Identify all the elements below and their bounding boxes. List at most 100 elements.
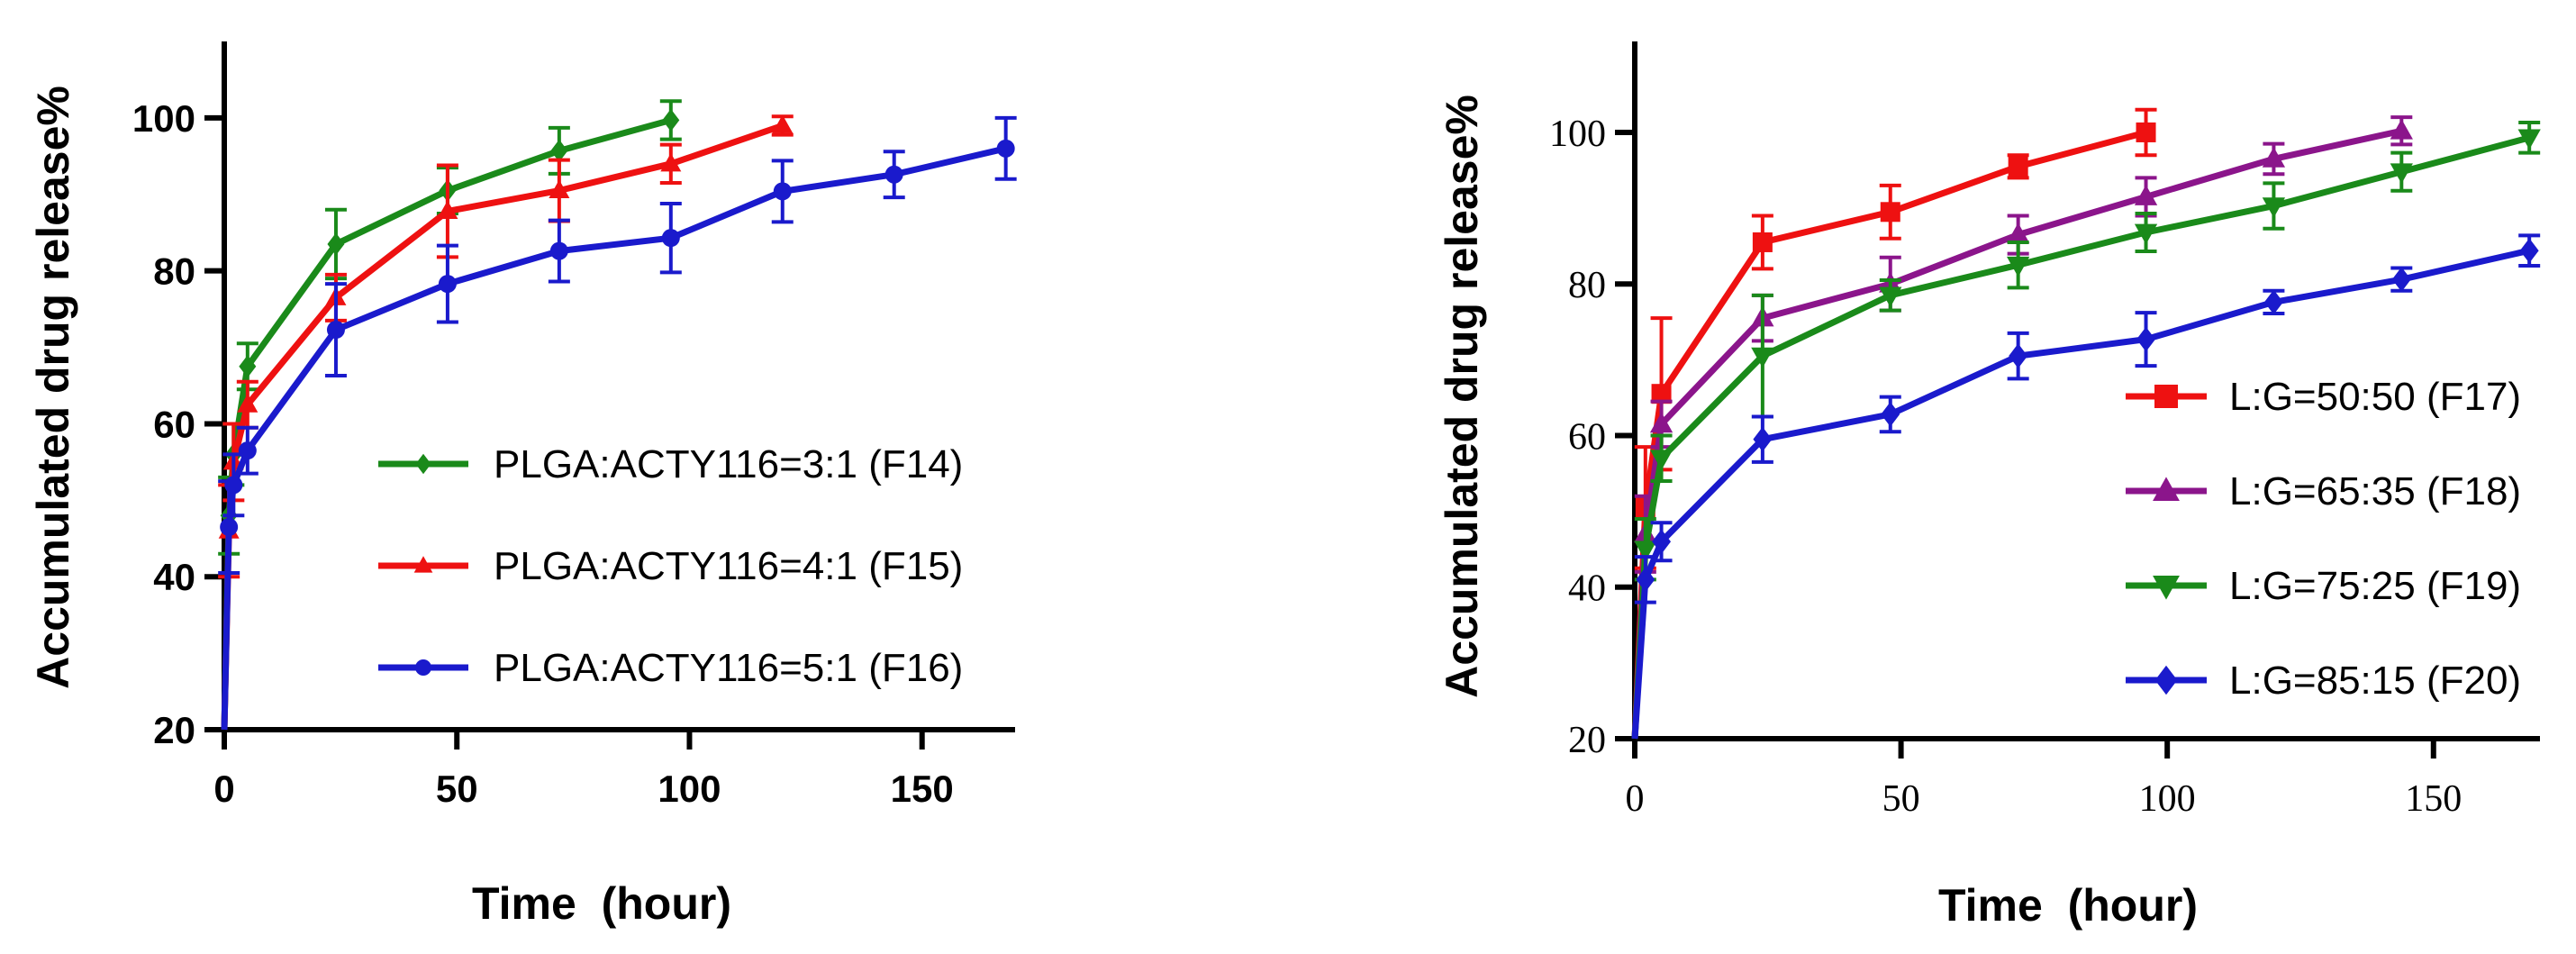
data-point <box>2390 163 2413 184</box>
left-chart-y-tick-label: 100 <box>132 97 195 140</box>
right-chart-x-tick-label: 50 <box>1882 778 1920 820</box>
series-line <box>1631 247 2530 740</box>
legend-label: PLGA:ACTY116=5:1 (F16) <box>494 646 963 690</box>
right-chart-x-tick-label: 0 <box>1626 778 1645 820</box>
data-point <box>550 139 568 162</box>
right-chart-series-4 <box>1631 233 2541 740</box>
left-chart-y-axis-title: Accumulated drug release% <box>28 86 78 689</box>
data-point <box>996 139 1015 158</box>
right-chart-y-tick-label: 40 <box>1568 568 1606 610</box>
data-point <box>772 114 794 133</box>
left-chart-y-tick-label: 80 <box>153 250 195 293</box>
data-point <box>2134 223 2158 245</box>
data-point <box>326 321 345 340</box>
data-point <box>549 241 568 260</box>
data-point <box>2008 156 2028 177</box>
right-chart-series-2 <box>1631 115 2413 740</box>
data-point <box>224 476 243 495</box>
data-point <box>437 200 458 219</box>
data-point <box>2136 326 2155 352</box>
data-point <box>2134 185 2158 205</box>
left-chart-y-tick-label: 40 <box>153 556 195 598</box>
legend-label: L:G=85:15 (F20) <box>2229 659 2521 703</box>
legend-label: L:G=50:50 (F17) <box>2229 375 2521 419</box>
left-chart-x-tick-label: 150 <box>891 768 954 810</box>
series-line <box>221 145 1007 731</box>
data-point <box>2391 267 2411 292</box>
data-point <box>1753 426 1773 452</box>
data-point <box>2517 129 2541 150</box>
legend-item: PLGA:ACTY116=3:1 (F14) <box>378 442 963 486</box>
legend-marker <box>2153 477 2180 502</box>
legend-marker <box>413 556 433 573</box>
data-point <box>1880 202 1900 223</box>
data-point <box>438 275 457 294</box>
legend-label: L:G=65:35 (F18) <box>2229 469 2521 513</box>
legend-item: L:G=75:25 (F19) <box>2126 564 2521 608</box>
right-chart-y-tick-label: 60 <box>1568 416 1606 458</box>
data-point <box>1879 286 1902 308</box>
data-point <box>2262 147 2286 168</box>
data-point <box>2006 223 2030 243</box>
data-point <box>238 441 257 460</box>
right-chart-x-tick-label: 150 <box>2405 778 2462 820</box>
series-line <box>221 123 784 731</box>
legend-marker <box>2154 385 2178 408</box>
data-point <box>1636 567 1655 593</box>
left-chart-legend: PLGA:ACTY116=3:1 (F14) PLGA:ACTY116=4:1 (… <box>378 442 963 690</box>
data-point <box>661 229 680 248</box>
data-point <box>2262 197 2286 218</box>
right-chart-x-axis-title: Time (hour) <box>1938 880 2198 931</box>
right-chart-legend: L:G=50:50 (F17) L:G=65:35 (F18) L:G=75:25 … <box>2126 375 2521 703</box>
legend-label: L:G=75:25 (F19) <box>2229 564 2521 608</box>
data-point <box>660 152 682 172</box>
data-point <box>1652 529 1672 555</box>
right-chart-y-tick-label: 80 <box>1568 265 1606 306</box>
legend-marker <box>2154 665 2178 695</box>
left-chart-x-axis-title: Time (hour) <box>472 878 731 929</box>
data-point <box>2006 256 2030 277</box>
right-chart-series-1 <box>1631 107 2157 740</box>
data-point <box>1649 450 1673 470</box>
right-chart-x-tick-label: 100 <box>2139 778 2196 820</box>
left-chart-x-tick-label: 100 <box>658 768 721 810</box>
left-chart-x-tick-label: 50 <box>436 768 478 810</box>
legend-item: L:G=85:15 (F20) <box>2126 659 2521 703</box>
data-point <box>1751 347 1774 368</box>
legend-item: L:G=65:35 (F18) <box>2126 469 2521 513</box>
data-point <box>239 355 257 378</box>
data-point <box>884 165 903 184</box>
data-point <box>1651 384 1672 404</box>
left-chart-y-tick-label: 20 <box>153 709 195 751</box>
left-chart-x-tick-label: 0 <box>213 768 234 810</box>
data-point <box>1752 232 1773 252</box>
right-chart-y-axis-title: Accumulated drug release% <box>1437 95 1487 698</box>
data-point <box>1881 402 1900 427</box>
data-point <box>2263 289 2283 315</box>
legend-item: PLGA:ACTY116=5:1 (F16) <box>378 646 963 690</box>
data-point <box>773 182 792 201</box>
left-chart: 0 50 100 150 20 40 60 80 100 PLGA:ACTY116=3:1 (F… <box>28 41 1017 929</box>
right-chart-series-3 <box>1631 121 2541 740</box>
data-point <box>237 394 259 413</box>
data-point <box>327 232 345 256</box>
left-chart-series-1 <box>218 99 682 731</box>
right-chart-y-tick-label: 100 <box>1549 114 1606 155</box>
series-line <box>1631 134 2531 740</box>
data-point <box>2009 343 2028 368</box>
data-point <box>1649 412 1673 433</box>
legend-marker <box>415 659 431 676</box>
data-point <box>662 108 680 132</box>
data-point <box>549 179 570 199</box>
data-point <box>2519 238 2539 263</box>
legend-marker <box>415 453 431 475</box>
left-chart-y-tick-label: 60 <box>153 403 195 445</box>
left-chart-series-2 <box>218 114 794 731</box>
right-chart-y-tick-label: 20 <box>1568 720 1606 761</box>
data-point <box>220 518 239 537</box>
data-point <box>1634 541 1657 561</box>
legend-item: PLGA:ACTY116=4:1 (F15) <box>378 544 963 588</box>
legend-item: L:G=50:50 (F17) <box>2126 375 2521 419</box>
